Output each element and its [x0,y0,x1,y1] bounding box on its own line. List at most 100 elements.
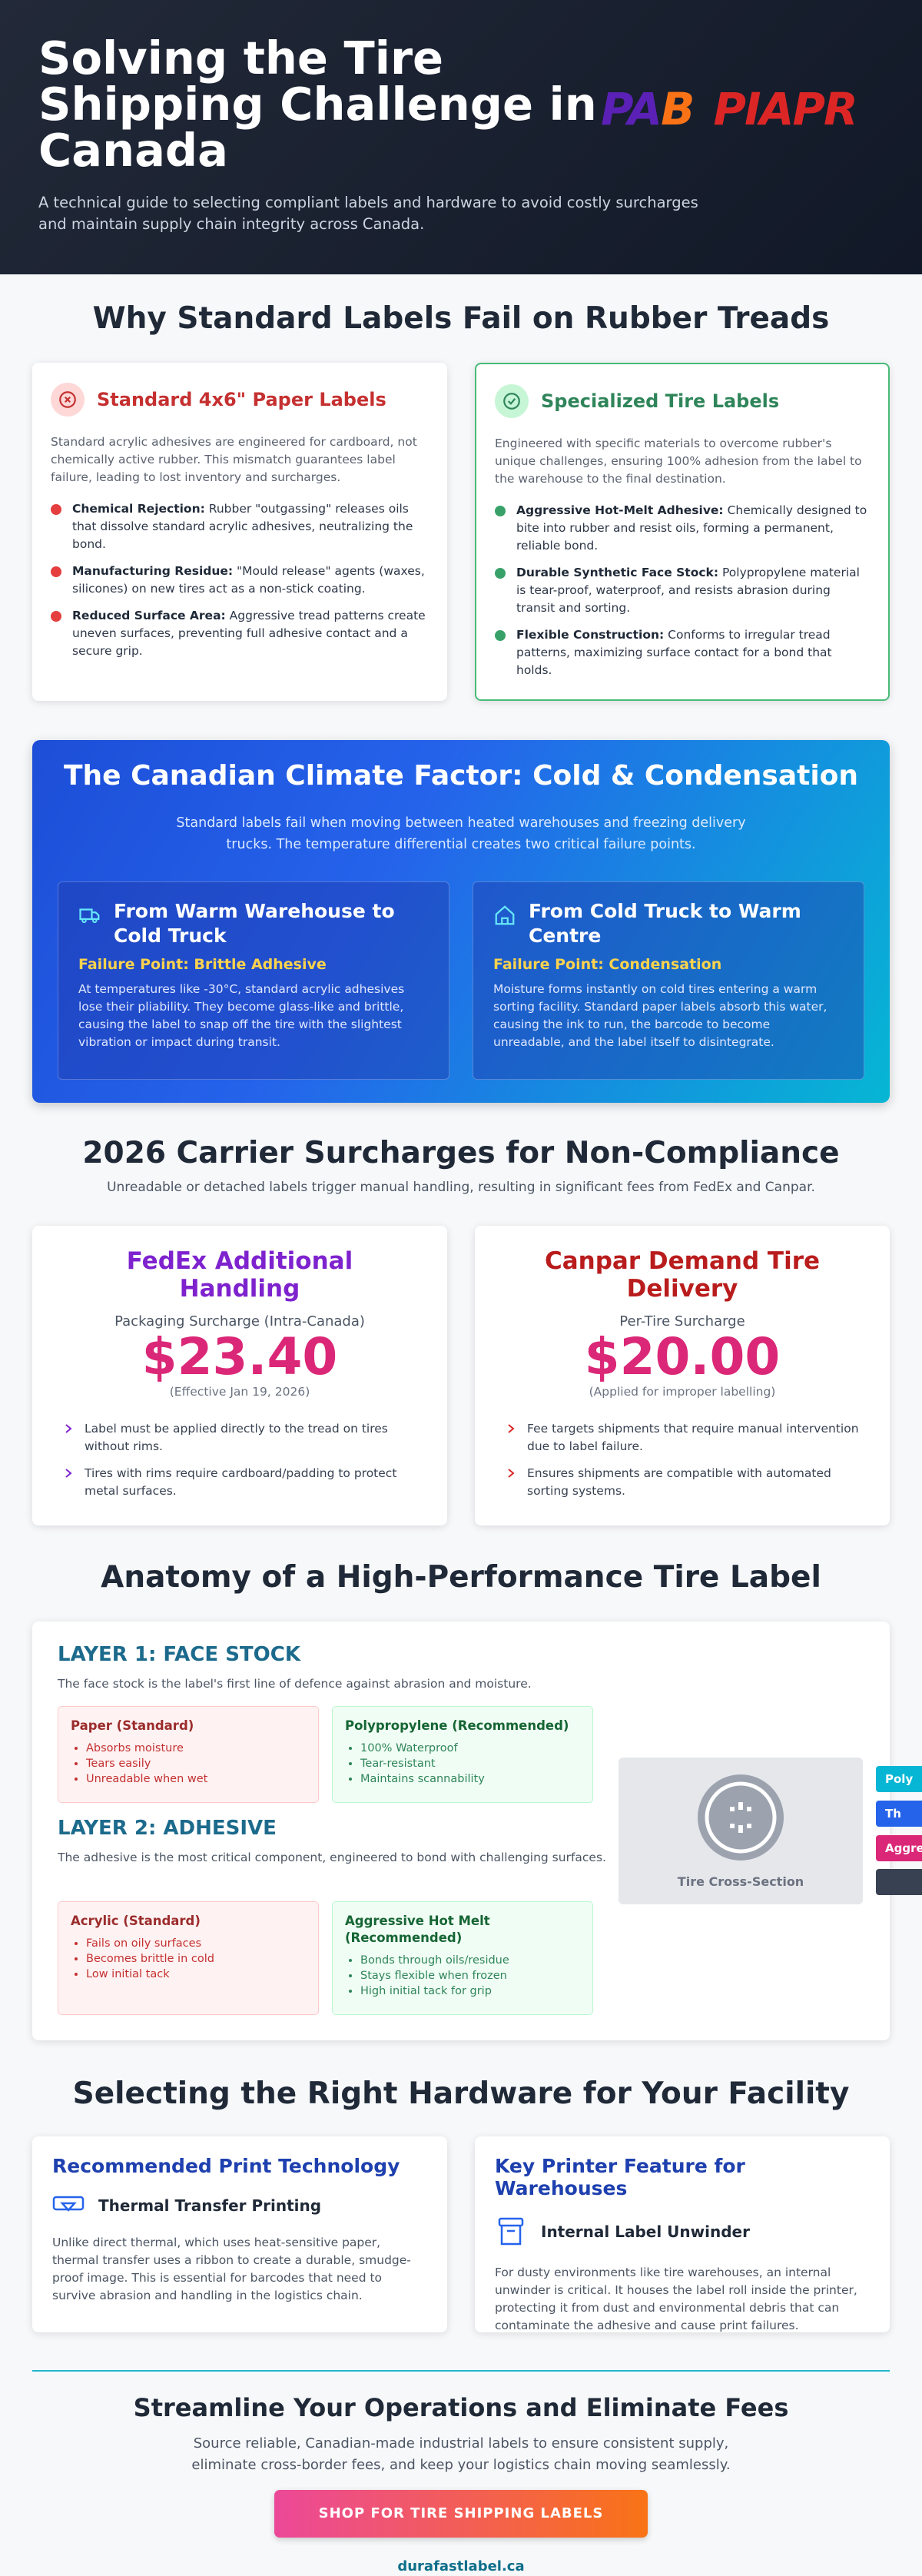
icon [495,384,529,418]
chevron-icon [65,1424,72,1433]
cta-text: Source reliable, Canadian-made industria… [191,2435,731,2473]
list-item: Aggressive Hot-Melt Adhesive: Chemically… [495,502,870,555]
list-item: Durable Synthetic Face Stock: Polypropyl… [495,564,870,617]
layer-text: The face stock is the label's first line… [58,1677,532,1691]
item-term: Flexible Construction: [516,628,665,642]
layer-tag [876,1869,922,1895]
truck-icon [79,908,100,924]
diagram: Tire Cross-Section [619,1758,863,1904]
failure-point: Failure Point: Condensation [493,956,722,973]
item-text: Rubber "outgassing" releases oils that d… [72,502,413,551]
option-item: Tear-resistant [360,1756,580,1771]
bullet-list: Fee targets shipments that require manua… [506,1420,859,1500]
card-text: For dusty environments like tire warehou… [495,2266,857,2332]
item-text: "Mould release" agents (waxes, silicones… [72,564,425,596]
layer: LAYER 2: ADHESIVE The adhesive is the mo… [58,1817,611,1867]
option-item: Unreadable when wet [86,1771,306,1787]
list-item: Chemical Rejection: Rubber "outgassing" … [51,500,429,553]
section-subtitle: Unreadable or detached labels trigger ma… [107,1180,815,1195]
card-text: Moisture forms instantly on cold tires e… [493,982,827,1049]
option-item: Stays flexible when frozen [360,1968,580,1983]
option-item: High initial tack for grip [360,1983,580,1999]
chevron-icon [508,1469,515,1478]
option-list: Fails on oily surfacesBecomes brittle in… [71,1936,306,1982]
option-title: Acrylic (Standard) [71,1914,201,1928]
list-item: Ensures shipments are compatible with au… [506,1465,859,1500]
surcharge-label: Packaging Surcharge (Intra-Canada) [114,1313,365,1329]
option-item: Becomes brittle in cold [86,1951,306,1967]
item-text: Chemically designed to bite into rubber … [516,503,867,553]
bad-option: Acrylic (Standard) Fails on oily surfaces… [58,1901,319,2015]
layer-tag: Aggre [876,1835,922,1861]
surcharge-note: (Effective Jan 19, 2026) [169,1385,310,1399]
section-title: Selecting the Right Hardware for Your Fa… [72,2076,850,2111]
card-subtitle: Internal Label Unwinder [541,2222,750,2241]
item-text: Ensures shipments are compatible with au… [527,1466,831,1498]
page-subtitle: A technical guide to selecting compliant… [38,194,698,233]
list-item: Fee targets shipments that require manua… [506,1420,859,1456]
page-title: Solving the Tire Shipping Challenge in C… [38,32,597,177]
item-text: Polypropylene material is tear-proof, wa… [516,566,860,615]
site-link[interactable]: durafastlabel.ca [397,2558,525,2574]
item-text: Conforms to irregular tread patterns, ma… [516,628,832,677]
card-title: Specialized Tire Labels [541,390,780,412]
bullet-icon [495,630,506,641]
logo: PAB PIAPR [601,83,858,135]
list-item: Manufacturing Residue: "Mould release" a… [51,563,429,598]
printer-icon [52,2196,85,2212]
item-term: Manufacturing Residue: [72,564,234,578]
card-subtitle: Thermal Transfer Printing [98,2196,322,2215]
section-title: 2026 Carrier Surcharges for Non-Complian… [82,1136,840,1170]
hardware-card: Recommended Print Technology Thermal Tra… [32,2136,447,2332]
surcharge-card: FedEx Additional Handling Packaging Surc… [32,1226,447,1525]
option-list: Absorbs moistureTears easilyUnreadable w… [71,1741,306,1787]
item-text: Fee targets shipments that require manua… [527,1422,859,1453]
tire-icon [698,1774,784,1861]
card-title: Recommended Print Technology [52,2155,400,2177]
layer-title: LAYER 1: FACE STOCK [58,1643,300,1666]
option-title: Polypropylene (Recommended) [345,1718,569,1733]
option-item: Bonds through oils/residue [360,1953,580,1968]
list-item: Tires with rims require cardboard/paddin… [63,1465,416,1500]
bullet-icon [51,566,61,577]
section-title: Why Standard Labels Fail on Rubber Tread… [92,301,830,336]
item-text: Aggressive tread patterns create uneven … [72,609,426,658]
card-title: FedEx Additional Handling [126,1247,353,1303]
card-text: Unlike direct thermal, which uses heat-s… [52,2236,411,2302]
bullet-list: Label must be applied directly to the tr… [63,1420,416,1500]
surcharge-note: (Applied for improper labelling) [589,1385,776,1399]
surcharge-card: Canpar Demand Tire Delivery Per-Tire Sur… [475,1226,890,1525]
cta-button[interactable]: SHOP FOR TIRE SHIPPING LABELS [274,2490,648,2538]
option-title: Aggressive Hot Melt (Recommended) [345,1914,490,1945]
cta-title: Streamline Your Operations and Eliminate… [133,2393,789,2422]
option-list: 100% WaterproofTear-resistantMaintains s… [345,1741,580,1787]
list-item: Label must be applied directly to the tr… [63,1420,416,1456]
item-term: Chemical Rejection: [72,502,205,516]
option-item: Fails on oily surfaces [86,1936,306,1951]
bullet-icon [51,504,61,515]
card-title: From Warm Warehouse to Cold Truck [114,900,395,947]
bullet-list: Aggressive Hot-Melt Adhesive: Chemically… [495,502,870,679]
bullet-icon [495,506,506,516]
option-item: Tears easily [86,1756,306,1771]
card-intro: Engineered with specific materials to ov… [495,437,862,486]
bullet-list: Chemical Rejection: Rubber "outgassing" … [51,500,429,660]
card-intro: Standard acrylic adhesives are engineere… [51,435,417,484]
option-item: Low initial tack [86,1967,306,1982]
chevron-icon [508,1424,515,1433]
surcharge-price: $20.00 [584,1327,781,1386]
climate-card: From Warm Warehouse to Cold Truck Failur… [58,881,449,1080]
option-title: Paper (Standard) [71,1718,194,1733]
climate-card: From Cold Truck to Warm Centre Failure P… [473,881,864,1080]
good-option: Polypropylene (Recommended) 100% Waterpro… [332,1706,593,1803]
card-text: At temperatures like -30°C, standard acr… [78,982,405,1049]
item-text: Label must be applied directly to the tr… [85,1422,388,1453]
card-title: From Cold Truck to Warm Centre [529,900,801,947]
item-term: Aggressive Hot-Melt Adhesive: [516,503,724,517]
divider [32,2370,890,2372]
card-title: Canpar Demand Tire Delivery [544,1247,821,1303]
section-title: Anatomy of a High-Performance Tire Label [101,1560,821,1595]
bullet-icon [495,568,506,579]
